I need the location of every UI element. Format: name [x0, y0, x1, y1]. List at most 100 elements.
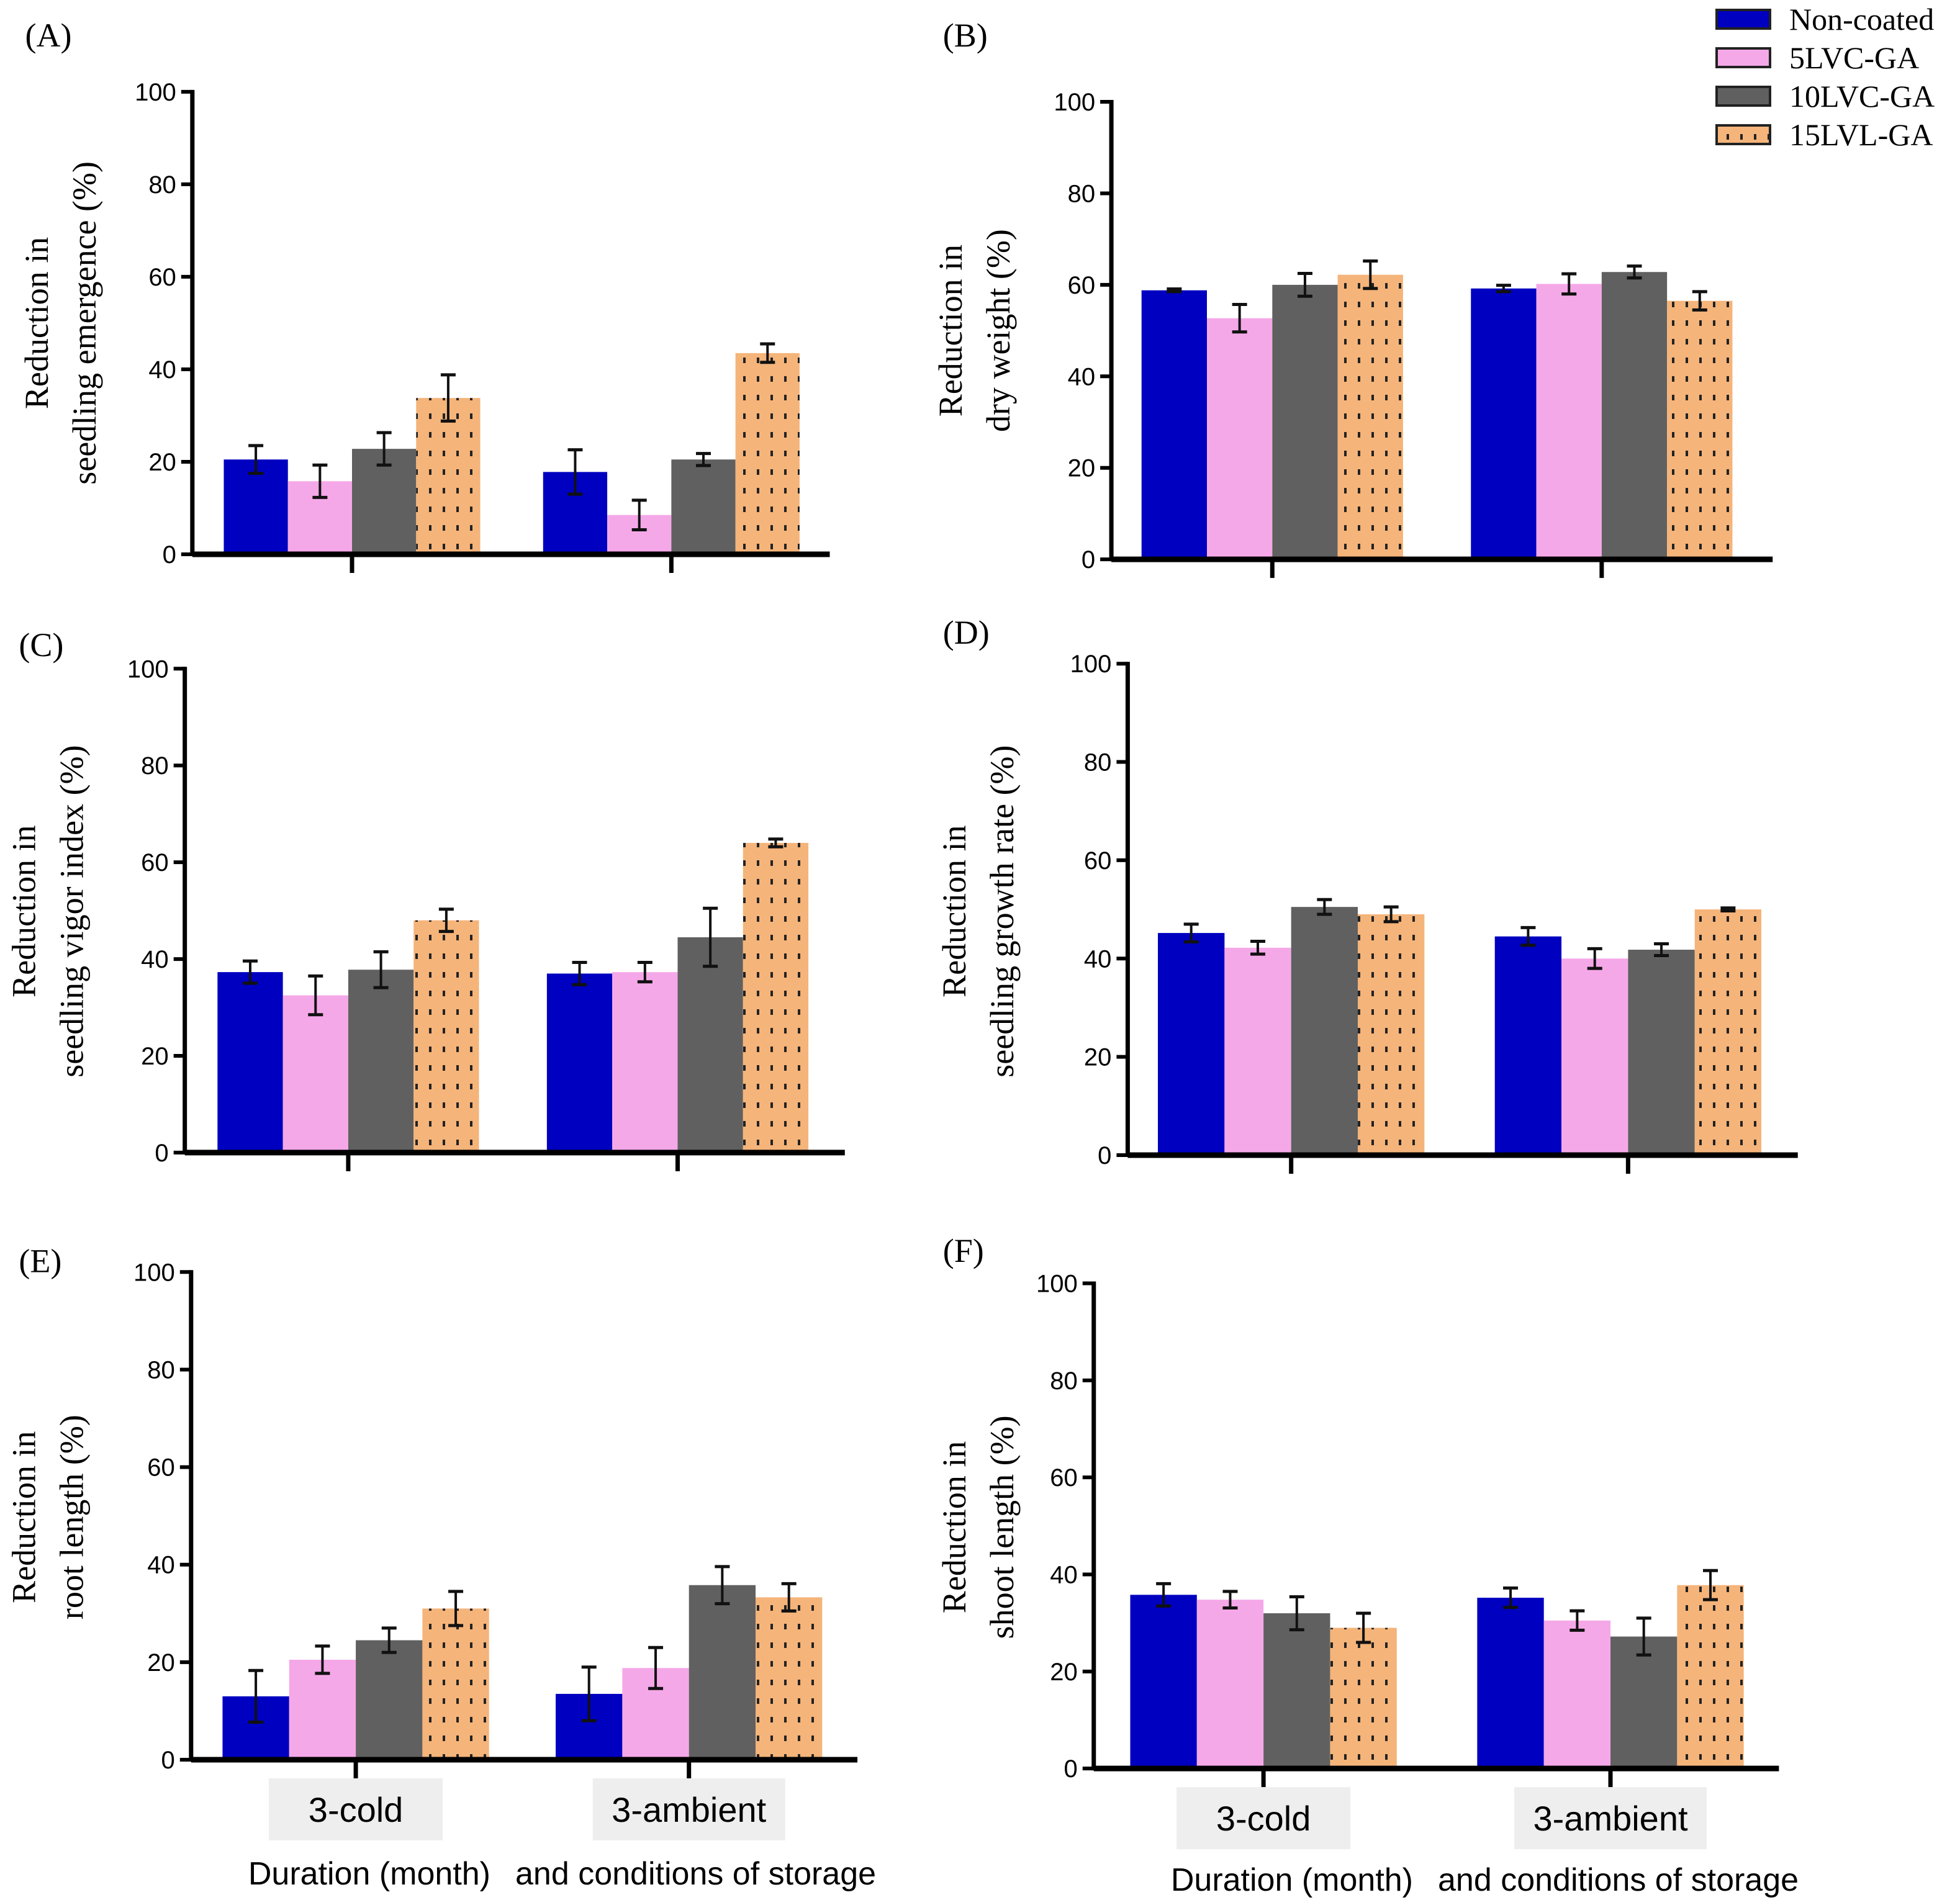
y-tick-label: 0: [161, 1747, 175, 1774]
panel-label: (F): [943, 1232, 984, 1269]
chart-panel-b: (B) 0 20 40 60 80 100 Reduction in dry weight (%…: [932, 17, 1773, 579]
y-tick-label: 40: [141, 946, 169, 973]
y-tick-label: 40: [1050, 1562, 1078, 1589]
y-tick-label: 0: [155, 1140, 168, 1167]
y-tick-label: 60: [141, 849, 169, 876]
bar-5lvc-ga: [289, 1659, 356, 1760]
bar-15lvl-ga: [416, 398, 481, 555]
bar-15lvl-ga: [1694, 909, 1762, 1155]
y-tick-label: 80: [141, 752, 169, 780]
bar-5lvc-ga: [1536, 284, 1602, 560]
y-tick-label: 60: [1068, 272, 1096, 299]
y-tick-label: 60: [1050, 1464, 1078, 1492]
y-axis-label: seedling emergence (%): [66, 161, 103, 485]
bar-non-coated: [1471, 288, 1537, 560]
y-tick-label: 100: [135, 79, 176, 106]
bar-10lvc-ga: [689, 1585, 756, 1760]
x-axis-label-right-2: and conditions of storage: [1438, 1862, 1799, 1898]
bar-10lvc-ga: [1291, 907, 1358, 1155]
bar-15lvl-ga: [735, 353, 800, 555]
panel-label: (E): [19, 1242, 61, 1279]
y-tick-label: 60: [148, 264, 176, 291]
y-axis-label: Reduction in: [936, 825, 973, 997]
y-axis-label: Reduction in: [6, 1431, 43, 1603]
bar-5lvc-ga: [612, 972, 678, 1153]
y-tick-label: 0: [1064, 1755, 1078, 1783]
y-tick-label: 20: [1068, 455, 1096, 482]
bar-non-coated: [1158, 933, 1225, 1155]
panel-label: (C): [19, 626, 63, 664]
bar-5lvc-ga: [1224, 947, 1291, 1155]
legend-label: 5LVC-GA: [1789, 40, 1919, 75]
bar-5lvc-ga: [1561, 958, 1628, 1155]
panel-label: (B): [943, 17, 988, 54]
category-label: 3-ambient: [1533, 1799, 1688, 1838]
panel-label: (D): [943, 614, 990, 651]
bar-10lvc-ga: [1263, 1613, 1330, 1769]
bar-non-coated: [224, 459, 288, 555]
bar-non-coated: [1141, 290, 1207, 560]
legend-label: 15LVL-GA: [1789, 117, 1933, 152]
category-label-box: [1176, 1787, 1351, 1850]
bar-15lvl-ga: [1337, 274, 1403, 560]
y-tick-label: 20: [1050, 1659, 1078, 1686]
y-tick-label: 100: [1036, 1271, 1078, 1298]
x-axis-label-left: Duration (month): [248, 1856, 490, 1892]
y-tick-label: 40: [148, 356, 176, 384]
bar-15lvl-ga: [1358, 914, 1425, 1155]
y-axis-label: root length (%): [53, 1415, 91, 1619]
bar-10lvc-ga: [1610, 1636, 1678, 1769]
bar-10lvc-ga: [348, 970, 414, 1153]
chart-panel-e: (E) 0 20 40 60 80 100 3-cold 3-ambient Reduction …: [6, 1242, 858, 1840]
chart-panel-a: (A) 0 20 40 60 80 100 Reduction in seedling emer…: [18, 17, 830, 574]
bar-10lvc-ga: [356, 1640, 423, 1760]
chart-panel-d: (D) 0 20 40 60 80 100 Reduction in seedling grow…: [936, 614, 1798, 1174]
y-tick-label: 100: [1054, 89, 1095, 116]
bar-non-coated: [1477, 1598, 1544, 1769]
y-tick-label: 0: [1082, 546, 1095, 574]
y-tick-label: 0: [163, 541, 176, 569]
bar-15lvl-ga: [422, 1608, 489, 1760]
bar-non-coated: [546, 973, 613, 1153]
y-tick-label: 20: [148, 449, 176, 476]
y-tick-label: 100: [127, 655, 169, 683]
legend-swatch: [1715, 9, 1771, 30]
y-tick-label: 80: [147, 1356, 175, 1384]
y-axis-label: dry weight (%): [980, 229, 1017, 432]
bar-15lvl-ga: [743, 842, 809, 1153]
legend-label: 10LVC-GA: [1789, 79, 1935, 114]
y-tick-label: 80: [1084, 749, 1112, 777]
bar-10lvc-ga: [677, 937, 743, 1153]
y-tick-label: 20: [141, 1043, 169, 1070]
y-tick-label: 20: [147, 1649, 175, 1677]
legend-swatch: [1715, 86, 1771, 107]
y-tick-label: 20: [1084, 1044, 1112, 1071]
legend-label: Non-coated: [1789, 2, 1934, 37]
category-label-box: [592, 1778, 785, 1840]
bar-non-coated: [217, 972, 283, 1153]
category-label-box: [269, 1778, 443, 1840]
y-tick-label: 40: [1068, 363, 1096, 390]
y-axis-label: Reduction in: [6, 825, 43, 997]
chart-panel-c: (C) 0 20 40 60 80 100 Reduction in seedling vigo…: [6, 626, 845, 1171]
bar-10lvc-ga: [1272, 284, 1338, 560]
bar-5lvc-ga: [1543, 1620, 1611, 1769]
y-tick-label: 60: [1084, 847, 1112, 875]
bar-15lvl-ga: [1330, 1628, 1397, 1769]
y-tick-label: 80: [1050, 1367, 1078, 1395]
legend-swatch: [1715, 47, 1771, 68]
category-label: 3-ambient: [612, 1790, 766, 1829]
legend-swatch: [1715, 124, 1771, 145]
bar-5lvc-ga: [1207, 318, 1273, 560]
bar-15lvl-ga: [756, 1597, 823, 1760]
y-axis-label: seedling growth rate (%): [983, 745, 1021, 1077]
y-tick-label: 40: [147, 1552, 175, 1579]
bar-5lvc-ga: [1196, 1600, 1264, 1769]
y-tick-label: 60: [147, 1454, 175, 1482]
y-axis-label: seedling vigor index (%): [53, 745, 91, 1077]
y-axis-label: Reduction in: [936, 1441, 973, 1613]
bar-15lvl-ga: [1677, 1585, 1744, 1769]
panel-label: (A): [25, 17, 72, 54]
